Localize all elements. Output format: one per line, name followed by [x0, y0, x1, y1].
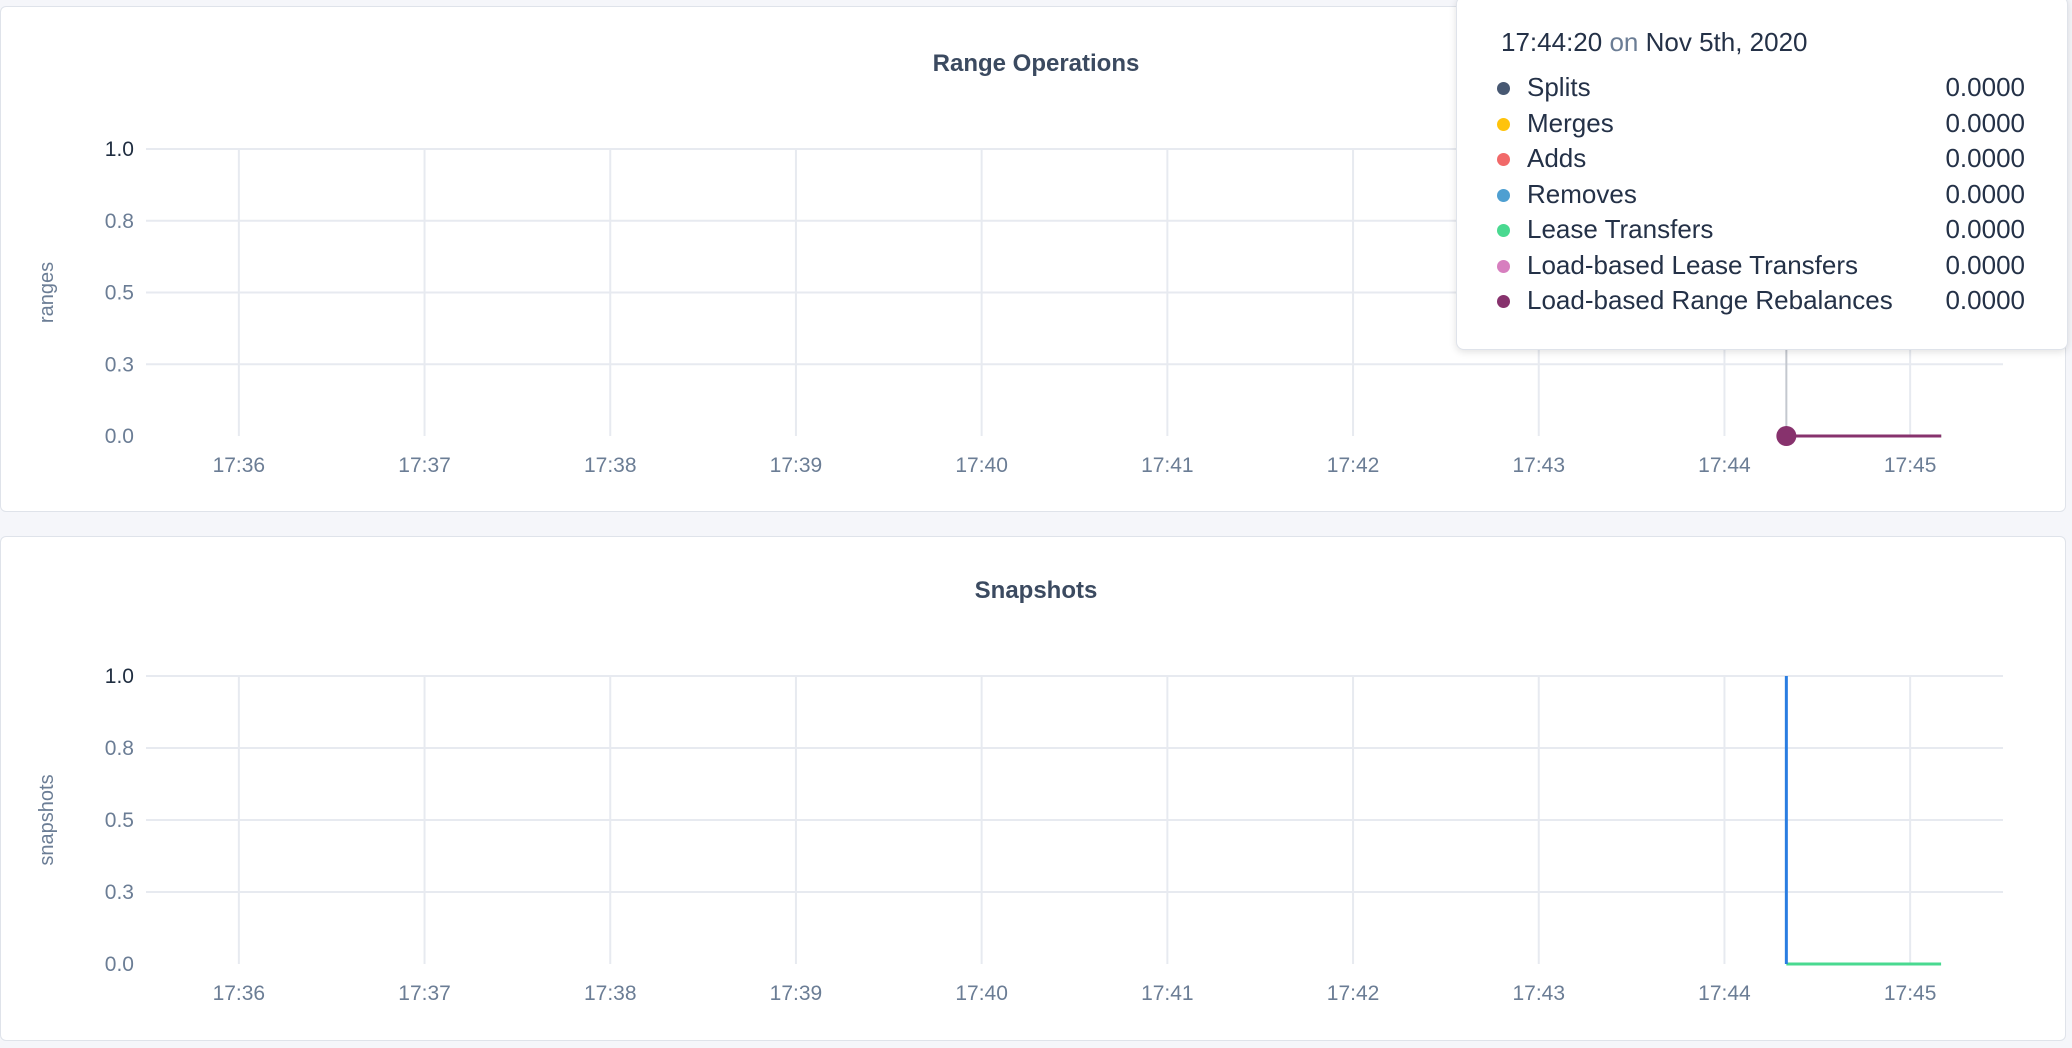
x-tick-label: 17:45 [1884, 454, 1937, 477]
tooltip-date: Nov 5th, 2020 [1645, 27, 1808, 57]
tooltip-series-value: 0.0000 [1945, 107, 2025, 138]
x-tick-label: 17:39 [770, 454, 823, 477]
y-tick-label: 0.0 [105, 953, 134, 976]
tooltip-row: Merges 0.0000 [1497, 108, 2025, 142]
y-tick-label: 1.0 [105, 665, 134, 688]
y-tick-label: 0.3 [105, 881, 134, 904]
y-tick-label: 0.3 [105, 353, 134, 376]
tooltip-header: 17:44:20 on Nov 5th, 2020 [1501, 27, 1808, 58]
tooltip-row: Load-based Range Rebalances 0.0000 [1497, 285, 2025, 319]
y-tick-label: 0.8 [105, 737, 134, 760]
tooltip-series-label: Lease Transfers [1527, 214, 1714, 244]
hover-point-marker [1776, 426, 1797, 446]
x-tick-label: 17:41 [1141, 454, 1194, 477]
tooltip-series-value: 0.0000 [1945, 72, 2025, 102]
tooltip-series-label: Merges [1527, 107, 1614, 138]
x-tick-label: 17:42 [1327, 982, 1380, 1005]
x-tick-label: 17:40 [955, 982, 1008, 1005]
x-tick-label: 17:37 [398, 982, 451, 1005]
snapshots-chart[interactable]: Snapshots snapshots 0.0 0.3 0.5 0.8 1.0 17:36 17… [1, 537, 2067, 1042]
tooltip-time: 17:44:20 [1501, 27, 1603, 57]
y-tick-label: 0.5 [105, 809, 134, 832]
y-tick-label: 1.0 [105, 138, 134, 161]
tooltip-series-label: Splits [1527, 72, 1591, 102]
tooltip-series-value: 0.0000 [1945, 143, 2025, 173]
snapshots-panel: Snapshots snapshots 0.0 0.3 0.5 0.8 1.0 17:36 17… [0, 536, 2066, 1041]
chart-title: Range Operations [933, 50, 1140, 77]
x-tick-label: 17:41 [1141, 982, 1194, 1005]
tooltip-series-value: 0.0000 [1945, 285, 2025, 315]
x-tick-label: 17:43 [1512, 454, 1565, 477]
series-color-dot-icon [1497, 259, 1510, 273]
y-tick-label: 0.5 [105, 282, 134, 305]
tooltip-row: Adds 0.0000 [1497, 143, 2025, 177]
x-tick-label: 17:39 [770, 982, 823, 1005]
tooltip-row: Lease Transfers 0.0000 [1497, 214, 2025, 248]
chart-title: Snapshots [975, 577, 1098, 604]
chart-tooltip: 17:44:20 on Nov 5th, 2020 Splits 0.0000 Me… [1456, 0, 2068, 350]
x-tick-label: 17:45 [1884, 982, 1937, 1005]
x-tick-label: 17:43 [1512, 982, 1565, 1005]
series-color-dot-icon [1497, 153, 1510, 166]
y-tick-label: 0.8 [105, 210, 134, 233]
x-tick-label: 17:36 [213, 454, 266, 477]
tooltip-series-label: Removes [1527, 178, 1637, 209]
series-color-dot-icon [1497, 295, 1510, 308]
series-color-dot-icon [1497, 188, 1510, 202]
tooltip-row: Load-based Lease Transfers 0.0000 [1497, 250, 2025, 284]
x-tick-label: 17:44 [1698, 982, 1751, 1005]
tooltip-on: on [1609, 27, 1639, 57]
tooltip-series-value: 0.0000 [1945, 249, 2025, 280]
tooltip-row: Removes 0.0000 [1497, 179, 2025, 213]
series-color-dot-icon [1497, 82, 1510, 95]
x-tick-label: 17:44 [1698, 454, 1751, 477]
x-tick-label: 17:40 [955, 454, 1008, 477]
x-tick-label: 17:36 [213, 982, 266, 1005]
x-tick-label: 17:38 [584, 454, 637, 477]
range-operations-chart[interactable]: Range Operations ranges 0.0 0.3 0.5 0.8 1.0 17:… [1, 7, 2067, 513]
tooltip-series-label: Adds [1527, 143, 1587, 173]
x-tick-label: 17:37 [398, 454, 451, 477]
tooltip-row: Splits 0.0000 [1497, 72, 2025, 106]
x-tick-label: 17:38 [584, 982, 637, 1005]
tooltip-series-value: 0.0000 [1945, 178, 2025, 209]
tooltip-series-label: Load-based Lease Transfers [1527, 249, 1858, 280]
y-tick-label: 0.0 [105, 425, 134, 448]
y-axis-label: ranges [36, 262, 58, 323]
series-color-dot-icon [1497, 117, 1510, 131]
tooltip-series-value: 0.0000 [1945, 214, 2025, 244]
x-tick-label: 17:42 [1327, 454, 1380, 477]
tooltip-series-label: Load-based Range Rebalances [1527, 285, 1893, 315]
series-color-dot-icon [1497, 224, 1510, 237]
y-axis-label: snapshots [36, 774, 58, 865]
